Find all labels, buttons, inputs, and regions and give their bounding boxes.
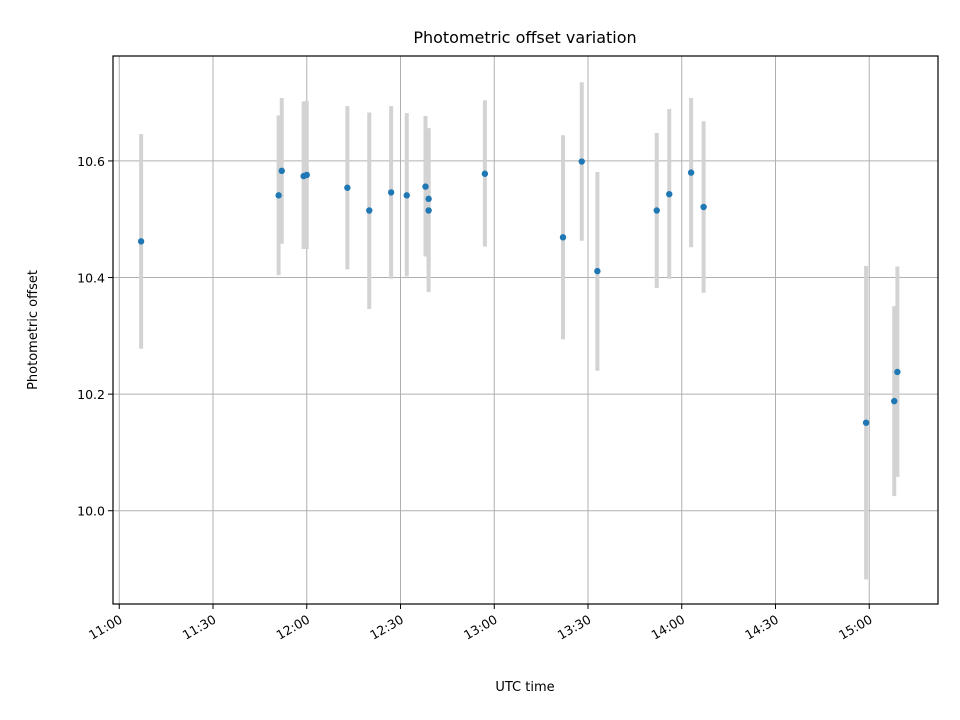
x-tick-label: 11:30 bbox=[180, 612, 219, 643]
data-point bbox=[891, 397, 898, 405]
data-point bbox=[344, 184, 351, 191]
y-tick-label: 10.0 bbox=[77, 504, 105, 519]
x-tick-label: 11:00 bbox=[86, 612, 125, 643]
data-point bbox=[387, 189, 395, 196]
data-point bbox=[366, 207, 373, 214]
y-tick-label: 10.2 bbox=[77, 387, 105, 402]
data-point bbox=[425, 195, 432, 203]
data-point bbox=[137, 238, 145, 245]
x-tick-label: 14:00 bbox=[649, 612, 688, 643]
plot-background bbox=[113, 56, 938, 604]
y-axis-label: Photometric offset bbox=[26, 270, 41, 390]
data-point bbox=[653, 207, 660, 214]
data-point bbox=[700, 203, 707, 211]
data-point bbox=[666, 190, 673, 198]
data-point bbox=[422, 183, 429, 190]
x-axis-label: UTC time bbox=[495, 680, 554, 695]
data-point bbox=[275, 192, 282, 199]
y-tick-label: 10.4 bbox=[77, 271, 105, 286]
x-tick-label: 15:00 bbox=[836, 612, 875, 643]
x-tick-label: 12:30 bbox=[367, 612, 406, 643]
x-tick-label: 13:30 bbox=[555, 612, 594, 643]
data-point bbox=[481, 170, 489, 177]
data-point bbox=[425, 207, 432, 214]
data-point bbox=[559, 234, 567, 241]
x-tick-label: 13:00 bbox=[461, 612, 500, 643]
data-point bbox=[403, 192, 410, 199]
chart-title: Photometric offset variation bbox=[413, 28, 636, 47]
data-point bbox=[594, 267, 601, 275]
data-points bbox=[137, 158, 901, 426]
x-axis-ticks: 11:00 11:30 12:00 12:30 13:00 13:30 14:00 14:30… bbox=[86, 604, 875, 643]
data-point bbox=[687, 169, 695, 176]
data-point bbox=[278, 167, 285, 175]
data-point bbox=[862, 419, 870, 426]
plot-frame bbox=[112, 55, 939, 605]
x-tick-label: 12:00 bbox=[274, 612, 313, 643]
y-tick-label: 10.6 bbox=[77, 154, 105, 169]
x-tick-label: 14:30 bbox=[742, 612, 781, 643]
y-axis-ticks: 10.0 10.2 10.4 10.6 bbox=[77, 154, 113, 519]
data-point bbox=[578, 158, 585, 165]
data-point bbox=[894, 368, 901, 376]
data-point bbox=[303, 171, 310, 179]
